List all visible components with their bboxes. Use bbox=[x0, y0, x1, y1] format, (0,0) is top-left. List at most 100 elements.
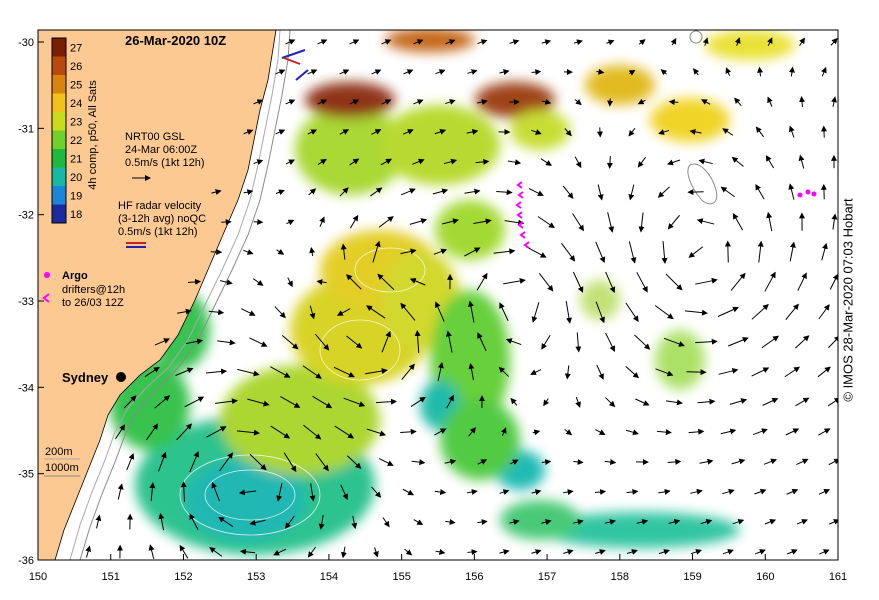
current-arrow bbox=[541, 334, 551, 350]
current-arrow bbox=[218, 516, 234, 528]
current-arrow bbox=[734, 37, 741, 46]
current-arrow bbox=[243, 249, 254, 255]
current-arrow bbox=[817, 366, 831, 378]
y-tick-label: -30 bbox=[18, 37, 34, 49]
current-arrow bbox=[302, 365, 322, 379]
current-arrow bbox=[378, 216, 394, 228]
current-arrow bbox=[275, 189, 285, 196]
current-arrow bbox=[179, 544, 189, 559]
current-arrow bbox=[315, 333, 330, 351]
current-arrow bbox=[400, 302, 416, 321]
current-arrow bbox=[722, 549, 734, 555]
current-arrow bbox=[312, 395, 333, 409]
current-arrow bbox=[658, 129, 670, 135]
city-label: Sydney bbox=[62, 370, 109, 385]
current-arrow bbox=[699, 458, 714, 465]
current-arrow bbox=[628, 184, 635, 201]
map-title: 26-Mar-2020 10Z bbox=[125, 33, 226, 48]
current-arrow bbox=[688, 428, 705, 435]
current-arrow bbox=[270, 366, 291, 378]
current-arrow bbox=[597, 184, 604, 201]
x-tick-label: 150 bbox=[29, 571, 47, 583]
current-arrow bbox=[349, 99, 360, 105]
island-contour bbox=[687, 163, 718, 205]
current-arrow bbox=[594, 489, 607, 495]
current-arrow bbox=[575, 332, 582, 353]
x-tick-label: 156 bbox=[465, 571, 483, 583]
current-arrow bbox=[249, 519, 266, 526]
current-arrow bbox=[830, 37, 838, 46]
drifter-point bbox=[517, 191, 524, 199]
current-arrow bbox=[696, 218, 715, 225]
current-arrow bbox=[788, 125, 795, 138]
hf-radar-arrows bbox=[281, 49, 309, 81]
colorbar-segment bbox=[52, 186, 66, 205]
current-arrow bbox=[464, 247, 481, 257]
current-arrow bbox=[541, 39, 552, 46]
current-arrow bbox=[634, 334, 651, 350]
current-arrow bbox=[464, 188, 481, 195]
current-arrow bbox=[689, 128, 702, 135]
current-arrow bbox=[531, 489, 542, 496]
current-arrow bbox=[697, 398, 716, 405]
current-arrow bbox=[764, 271, 776, 292]
current-arrow bbox=[722, 128, 734, 136]
colorbar-segment bbox=[52, 149, 66, 168]
current-arrow bbox=[468, 427, 476, 437]
current-arrow bbox=[237, 429, 260, 436]
current-arrow bbox=[243, 189, 254, 196]
current-arrow bbox=[819, 549, 830, 555]
current-arrow bbox=[531, 302, 540, 323]
y-tick-label: -33 bbox=[18, 296, 34, 308]
colorbar-tick-label: 23 bbox=[70, 116, 82, 128]
current-arrow bbox=[698, 158, 713, 165]
current-arrow bbox=[375, 398, 398, 405]
current-arrow bbox=[540, 158, 552, 166]
current-arrow bbox=[215, 398, 238, 405]
current-arrow bbox=[339, 129, 350, 135]
current-arrow bbox=[799, 96, 805, 108]
current-arrow bbox=[371, 129, 382, 135]
current-arrow bbox=[477, 39, 488, 45]
current-arrow bbox=[695, 277, 718, 285]
current-arrow bbox=[409, 278, 426, 286]
current-arrow bbox=[365, 368, 388, 375]
current-arrow bbox=[564, 128, 572, 137]
current-arrow bbox=[211, 481, 220, 502]
current-arrow bbox=[636, 519, 649, 525]
current-arrow bbox=[401, 363, 415, 380]
y-tick-label: -31 bbox=[18, 123, 34, 135]
current-arrow bbox=[467, 69, 478, 75]
current-arrow bbox=[660, 69, 668, 76]
current-arrow bbox=[693, 68, 700, 76]
current-arrow bbox=[604, 519, 616, 525]
current-arrow bbox=[477, 99, 488, 105]
current-arrow bbox=[402, 488, 415, 496]
current-arrow bbox=[604, 459, 617, 466]
current-arrow bbox=[818, 489, 831, 495]
current-arrow bbox=[595, 429, 606, 435]
current-arrow bbox=[445, 39, 456, 45]
current-arrow bbox=[307, 546, 316, 558]
current-arrow bbox=[499, 302, 509, 322]
current-arrow bbox=[530, 369, 542, 375]
current-arrow bbox=[532, 429, 541, 436]
current-arrow bbox=[828, 519, 838, 525]
current-arrow bbox=[731, 458, 746, 465]
drifter-point bbox=[517, 221, 524, 229]
current-arrow bbox=[409, 218, 428, 225]
current-arrow bbox=[509, 519, 520, 525]
drifter-point bbox=[516, 181, 523, 189]
y-tick-label: -36 bbox=[18, 555, 34, 567]
current-arrow bbox=[286, 219, 295, 226]
current-arrow bbox=[667, 159, 681, 166]
current-arrow bbox=[635, 398, 650, 406]
sst-colorbar: 27 26 25 24 23 22 21 20 19 18 bbox=[51, 37, 82, 224]
current-arrow bbox=[690, 549, 702, 555]
current-arrow bbox=[510, 397, 518, 406]
current-arrow bbox=[543, 398, 550, 407]
credit-text: © IMOS 28-Mar-2020 07:03 Hobart bbox=[840, 198, 856, 402]
current-arrow bbox=[751, 304, 769, 320]
current-arrow bbox=[605, 397, 616, 408]
